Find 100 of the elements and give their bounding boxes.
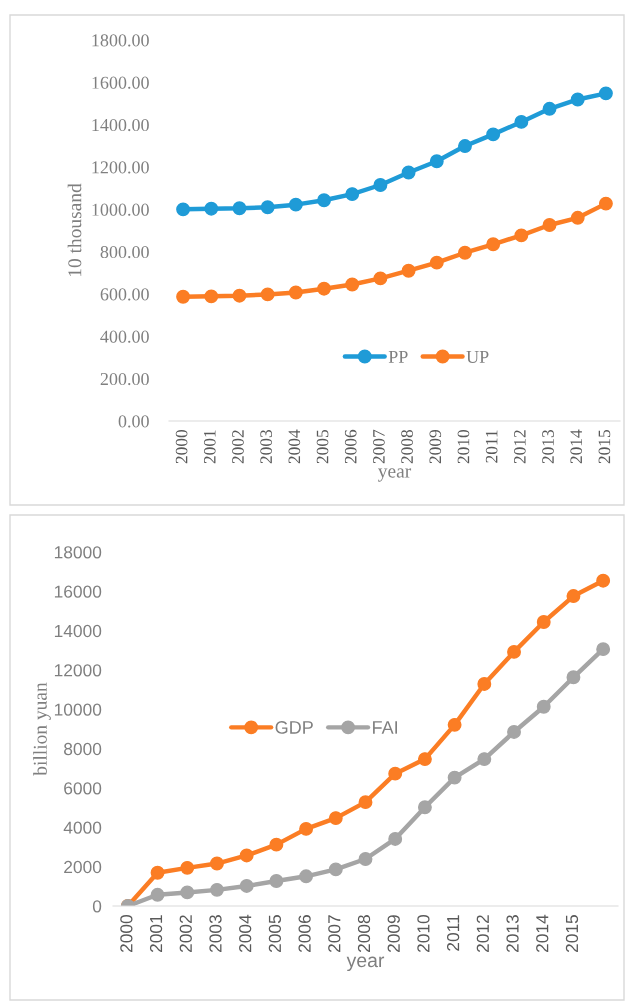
x-axis-title: year [378, 468, 412, 482]
x-tick-label: 2012 [476, 915, 489, 953]
point [180, 860, 195, 875]
point [401, 263, 416, 278]
point [477, 752, 492, 767]
y-tick-label: 14000 [54, 624, 102, 638]
point [239, 848, 254, 863]
point [180, 885, 195, 900]
x-tick-label: 2003 [209, 915, 222, 953]
y-tick-label: 1200.00 [92, 161, 149, 174]
x-tick-label: 2015 [598, 430, 611, 464]
point [514, 114, 529, 129]
y-tick-label: 8000 [64, 742, 102, 756]
x-tick-label: 2010 [457, 430, 470, 464]
point [358, 795, 373, 810]
point [260, 287, 275, 302]
point [239, 878, 254, 893]
point [388, 831, 403, 846]
point [269, 874, 284, 888]
x-tick-label: 2002 [232, 430, 244, 464]
x-tick-label: 2004 [239, 914, 252, 953]
x-tick-label: 2011 [485, 430, 498, 463]
point [176, 289, 191, 304]
y-tick-label: 600.00 [100, 288, 149, 301]
legend-label: UP [466, 350, 489, 363]
point [176, 202, 191, 217]
legend-label: PP [388, 350, 408, 363]
point [429, 255, 444, 270]
point [373, 178, 388, 192]
point [536, 615, 551, 629]
point [570, 210, 585, 225]
point [566, 589, 581, 603]
point [458, 245, 472, 260]
point [542, 101, 557, 116]
x-axis-title: year [346, 956, 385, 972]
point [486, 237, 501, 252]
y-axis-title: billion yuan [33, 682, 51, 776]
point [596, 573, 611, 588]
point [269, 837, 284, 852]
point [417, 752, 432, 767]
point [388, 766, 403, 781]
y-tick-label: 1800.00 [92, 34, 149, 47]
x-tick-label: 2008 [401, 430, 413, 464]
x-tick-label: 2006 [298, 915, 311, 953]
x-tick-label: 2011 [446, 915, 460, 951]
point [507, 725, 521, 739]
point [232, 201, 247, 216]
point [570, 92, 585, 107]
y-tick-label: 1400.00 [92, 118, 149, 132]
point [401, 165, 416, 180]
y-tick-label: 16000 [54, 585, 102, 598]
point [447, 717, 462, 732]
y-tick-label: 1600.00 [92, 76, 149, 89]
y-axis-title: 10 thousand [67, 183, 82, 277]
x-tick-label: 2014 [570, 429, 583, 464]
point [288, 197, 303, 212]
y-tick-label: 200.00 [100, 372, 149, 386]
point [417, 800, 432, 815]
point [358, 852, 373, 866]
point [232, 288, 247, 303]
y-tick-label: 10000 [54, 703, 102, 716]
x-tick-label: 2006 [344, 429, 357, 464]
point [596, 642, 611, 657]
legend-label: GDP [275, 721, 313, 734]
point [210, 882, 224, 897]
x-tick-label: 2002 [179, 915, 192, 953]
point [566, 670, 581, 685]
y-tick-label: 12000 [54, 664, 102, 677]
point [317, 281, 331, 296]
y-tick-label: 4000 [63, 821, 102, 834]
point [477, 677, 492, 691]
x-tick-label: 2010 [417, 915, 430, 953]
point [150, 865, 165, 880]
x-tick-label: 2003 [260, 430, 272, 464]
point [210, 856, 224, 871]
y-tick-label: 0.00 [118, 415, 149, 428]
point [458, 139, 472, 153]
x-tick-label: 2009 [429, 430, 442, 464]
point [536, 699, 551, 714]
y-tick-label: 400.00 [100, 330, 149, 343]
point [328, 862, 343, 877]
point [598, 196, 613, 211]
y-tick-label: 18000 [54, 546, 102, 559]
point [345, 277, 360, 292]
x-tick-label: 2000 [175, 430, 188, 464]
point [345, 187, 360, 202]
point [288, 285, 303, 300]
y-tick-label: 1000.00 [92, 203, 149, 216]
legend-label: FAI [373, 721, 397, 734]
y-tick-label: 800.00 [100, 245, 149, 259]
x-tick-label: 2001 [149, 915, 163, 953]
point [328, 811, 343, 826]
point [598, 86, 613, 101]
x-tick-label: 2014 [536, 914, 549, 953]
point [373, 271, 388, 286]
point [299, 869, 314, 884]
x-tick-label: 2001 [203, 430, 216, 464]
y-tick-label: 2000 [64, 860, 102, 874]
point [260, 200, 275, 215]
point [150, 887, 165, 902]
